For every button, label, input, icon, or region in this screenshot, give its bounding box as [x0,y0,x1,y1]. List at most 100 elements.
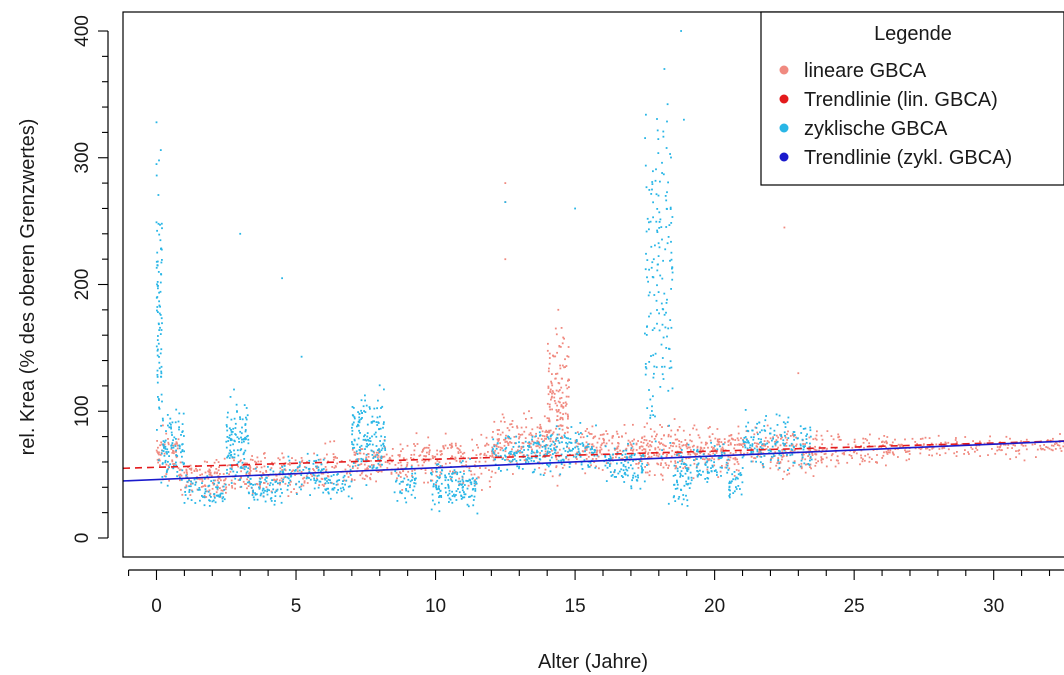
data-point [964,436,967,438]
data-point [426,451,428,454]
data-point [230,439,233,441]
data-point [383,455,386,458]
data-point [637,440,639,442]
data-point [233,453,236,456]
data-point [380,449,383,452]
data-point [511,426,514,428]
data-point [223,482,226,485]
data-point [502,449,505,452]
data-point [206,475,209,477]
data-point [692,477,695,480]
data-point [157,222,160,225]
data-point [536,426,539,429]
data-point [455,444,457,447]
data-point [815,449,818,452]
data-point [736,437,739,440]
data-point [737,485,740,487]
data-point [299,462,302,465]
data-point [455,460,458,462]
data-point [546,451,549,454]
data-point [883,435,886,437]
data-point [261,476,263,479]
data-point [218,495,221,498]
data-point [623,481,626,483]
data-point [681,503,683,506]
data-point [369,478,372,481]
data-point [528,443,531,445]
data-point [908,453,911,455]
data-point [532,443,535,446]
data-point [508,429,511,432]
data-point [601,442,604,445]
data-point [673,495,675,497]
data-point [444,444,447,447]
data-point [560,397,563,399]
data-point [163,454,166,457]
data-point [564,366,566,368]
data-point [228,427,231,430]
data-point [270,490,273,493]
data-point [504,450,507,453]
data-point [313,460,316,462]
data-point [533,470,535,473]
data-point [627,439,630,442]
data-point [735,486,737,488]
data-point [438,488,440,490]
data-point [178,469,181,471]
data-point [709,439,712,442]
data-point [470,481,473,484]
data-point [468,478,471,481]
data-point [687,476,690,479]
data-point [164,461,167,464]
data-point [799,425,802,428]
data-point [706,472,709,474]
data-point [890,444,893,446]
data-point [551,390,554,392]
data-point [516,426,519,429]
data-point [178,444,181,447]
data-point [190,471,193,474]
data-point [416,461,419,463]
data-point [666,335,668,338]
data-point [1005,435,1008,438]
data-point [369,466,371,468]
data-point [496,442,499,445]
data-point [609,455,612,458]
data-point [317,458,320,461]
data-point [229,444,232,447]
data-point [544,450,547,453]
data-point [301,461,303,463]
data-point [170,431,173,434]
data-point [225,440,228,443]
data-point [746,451,749,454]
data-point [221,500,224,503]
data-point [830,435,833,437]
data-point [659,442,661,445]
data-point [241,426,243,429]
data-point [256,466,258,468]
data-point [353,479,356,481]
data-point [455,499,458,501]
data-point [661,357,664,359]
data-point [173,463,176,465]
data-point [733,447,736,450]
data-point [678,446,681,448]
outlier-point [300,355,303,358]
data-point [669,206,672,209]
data-point [593,451,596,453]
data-point [183,502,186,504]
data-point [180,479,183,481]
data-point [339,487,342,490]
data-point [650,245,653,248]
data-point [344,468,347,471]
data-point [358,412,361,415]
data-point [564,436,566,438]
data-point [662,135,665,138]
data-point [220,489,223,492]
data-point [317,466,320,469]
data-point [860,454,862,457]
data-point [551,408,553,411]
data-point [216,479,219,482]
data-point [652,258,655,261]
data-point [633,472,636,475]
